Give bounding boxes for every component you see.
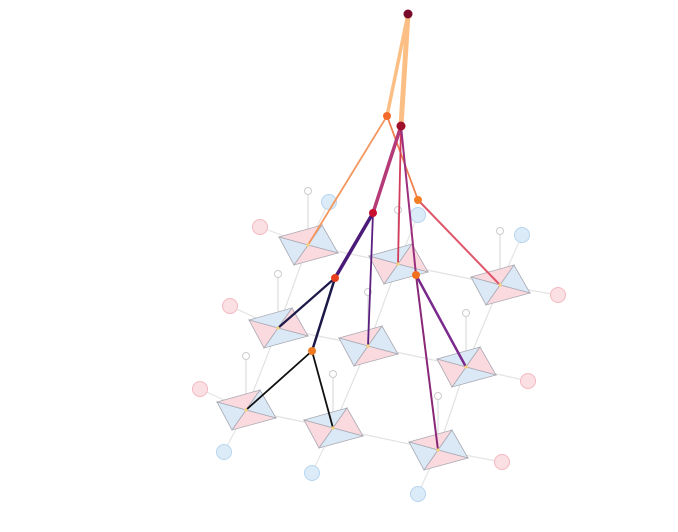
pin-head bbox=[394, 206, 402, 214]
tree-edge bbox=[311, 350, 334, 429]
facet bbox=[338, 337, 369, 367]
tree-edge bbox=[333, 211, 375, 280]
leaf-point bbox=[498, 283, 502, 287]
tree-edge bbox=[417, 199, 501, 286]
side-node bbox=[550, 287, 566, 303]
side-node bbox=[216, 444, 232, 460]
pin-head bbox=[274, 270, 282, 278]
tree-edge bbox=[367, 212, 374, 347]
leaf-point bbox=[396, 262, 400, 266]
tree-edge bbox=[398, 11, 411, 129]
leaf-point bbox=[276, 326, 280, 330]
side-node bbox=[304, 465, 320, 481]
leaf-point bbox=[244, 408, 248, 412]
facet bbox=[368, 255, 399, 285]
tree-node bbox=[396, 121, 406, 131]
tree-node bbox=[369, 209, 377, 217]
side-node bbox=[410, 486, 426, 502]
tree-edge bbox=[307, 115, 388, 246]
pin-head bbox=[242, 352, 250, 360]
grid-layer bbox=[192, 187, 566, 502]
tree-node bbox=[383, 112, 391, 120]
facet bbox=[278, 236, 309, 266]
tree-node bbox=[414, 196, 422, 204]
side-node bbox=[222, 298, 238, 314]
facet bbox=[216, 401, 247, 431]
pin-head bbox=[496, 227, 504, 235]
side-node bbox=[252, 219, 268, 235]
pin-head bbox=[434, 392, 442, 400]
leaf-point bbox=[331, 426, 335, 430]
tree-edge bbox=[371, 124, 403, 215]
tree-edge bbox=[414, 273, 468, 369]
pin-head bbox=[329, 370, 337, 378]
side-node bbox=[494, 454, 510, 470]
leaf-point bbox=[436, 448, 440, 452]
tree-edge bbox=[310, 276, 337, 353]
facet bbox=[408, 441, 439, 471]
tree-node bbox=[308, 347, 316, 355]
side-node bbox=[192, 381, 208, 397]
tree-edge bbox=[245, 350, 313, 411]
side-node bbox=[410, 207, 426, 223]
pin-head bbox=[462, 309, 470, 317]
facet bbox=[303, 419, 334, 449]
tree-edge bbox=[397, 125, 402, 265]
facet bbox=[470, 276, 501, 306]
tree-edge bbox=[386, 115, 419, 201]
tree-node bbox=[331, 274, 339, 282]
tree-edge bbox=[415, 274, 439, 451]
tree-layer bbox=[244, 9, 502, 452]
facet bbox=[436, 358, 467, 388]
tree-edge bbox=[276, 276, 337, 330]
side-node bbox=[514, 227, 530, 243]
leaf-point bbox=[464, 365, 468, 369]
tree-edge bbox=[400, 125, 417, 276]
side-node bbox=[520, 373, 536, 389]
facet bbox=[248, 319, 279, 349]
pin-head bbox=[304, 187, 312, 195]
leaf-point bbox=[306, 243, 310, 247]
leaf-point bbox=[366, 344, 370, 348]
tree-node bbox=[403, 9, 413, 19]
tree-node bbox=[412, 271, 420, 279]
